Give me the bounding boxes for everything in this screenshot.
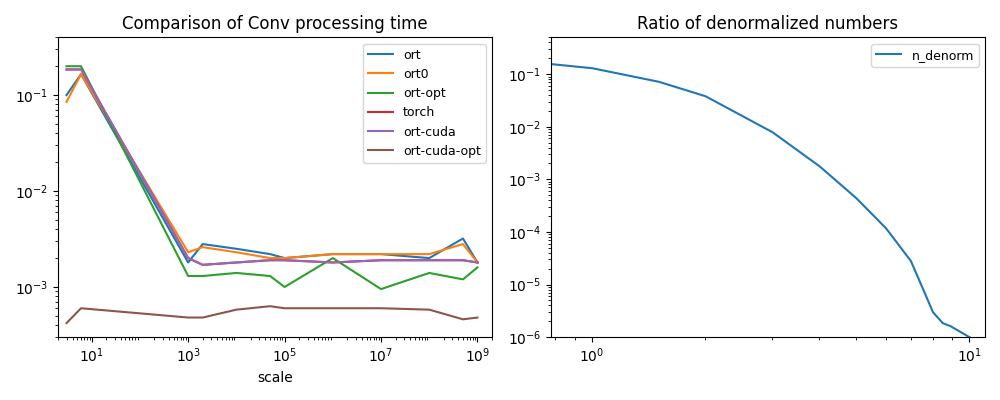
Line: torch: torch <box>67 70 477 265</box>
torch <box>61 67 73 72</box>
torch <box>423 258 435 263</box>
ort <box>182 260 194 265</box>
n_denorm <box>963 335 975 340</box>
ort0 <box>182 250 194 255</box>
ort <box>375 252 387 256</box>
ort <box>471 260 483 265</box>
n_denorm <box>545 62 557 66</box>
ort-cuda <box>279 258 291 263</box>
ort-cuda <box>264 258 276 263</box>
ort-cuda <box>75 67 87 72</box>
ort0 <box>279 256 291 260</box>
ort-opt <box>375 287 387 292</box>
ort-opt <box>75 64 87 69</box>
ort-cuda <box>375 258 387 263</box>
ort-cuda-opt <box>75 306 87 311</box>
ort-opt <box>197 274 209 278</box>
torch <box>457 258 469 263</box>
ort <box>61 93 73 98</box>
n_denorm <box>832 180 844 185</box>
ort-cuda-opt <box>327 306 339 311</box>
ort0 <box>61 100 73 104</box>
ort <box>264 252 276 256</box>
ort-cuda-opt <box>182 315 194 320</box>
Legend: ort, ort0, ort-opt, torch, ort-cuda, ort-cuda-opt: ort, ort0, ort-opt, torch, ort-cuda, ort… <box>363 44 486 163</box>
ort0 <box>264 256 276 260</box>
Line: ort0: ort0 <box>67 74 477 262</box>
ort-cuda-opt <box>197 315 209 320</box>
n_denorm <box>879 224 891 229</box>
torch <box>279 258 291 263</box>
ort-cuda <box>327 260 339 265</box>
torch <box>375 258 387 263</box>
ort0 <box>457 242 469 246</box>
ort-cuda-opt <box>279 306 291 311</box>
Line: ort-cuda-opt: ort-cuda-opt <box>67 306 477 323</box>
ort-opt <box>327 256 339 260</box>
ort <box>279 256 291 260</box>
n_denorm <box>588 66 600 71</box>
torch <box>75 67 87 72</box>
ort0 <box>197 245 209 250</box>
n_denorm <box>714 102 726 106</box>
ort-opt <box>61 64 73 69</box>
n_denorm <box>729 110 741 115</box>
ort-cuda-opt <box>264 304 276 309</box>
ort-cuda <box>230 260 242 265</box>
ort-cuda <box>182 256 194 260</box>
ort-opt <box>264 274 276 278</box>
ort-cuda-opt <box>61 321 73 326</box>
ort-cuda-opt <box>471 315 483 320</box>
ort-cuda <box>471 260 483 265</box>
Line: ort-cuda: ort-cuda <box>67 70 477 265</box>
ort-cuda <box>197 262 209 267</box>
ort-cuda <box>61 67 73 72</box>
torch <box>182 256 194 260</box>
ort0 <box>375 252 387 256</box>
ort-opt <box>457 277 469 282</box>
Line: n_denorm: n_denorm <box>551 64 969 337</box>
ort <box>423 256 435 260</box>
ort0 <box>471 260 483 265</box>
torch <box>471 260 483 265</box>
ort-cuda-opt <box>457 317 469 322</box>
ort0 <box>423 252 435 256</box>
Title: Comparison of Conv processing time: Comparison of Conv processing time <box>122 15 428 33</box>
ort-opt <box>182 274 194 278</box>
ort0 <box>327 252 339 256</box>
ort-cuda-opt <box>423 307 435 312</box>
torch <box>264 258 276 263</box>
ort-opt <box>279 284 291 289</box>
ort0 <box>230 250 242 255</box>
ort <box>230 246 242 251</box>
ort-cuda <box>457 258 469 263</box>
ort-opt <box>471 265 483 270</box>
torch <box>197 262 209 267</box>
ort <box>327 252 339 256</box>
ort <box>197 242 209 246</box>
n_denorm <box>871 217 883 222</box>
Legend: n_denorm: n_denorm <box>871 44 979 66</box>
ort-cuda <box>423 258 435 263</box>
Line: ort: ort <box>67 74 477 262</box>
ort-opt <box>423 270 435 275</box>
ort-cuda-opt <box>230 307 242 312</box>
torch <box>327 260 339 265</box>
ort0 <box>75 72 87 77</box>
Title: Ratio of denormalized numbers: Ratio of denormalized numbers <box>637 15 899 33</box>
ort-cuda-opt <box>375 306 387 311</box>
ort <box>75 72 87 77</box>
X-axis label: scale: scale <box>257 371 293 385</box>
torch <box>230 260 242 265</box>
ort-opt <box>230 270 242 275</box>
ort <box>457 236 469 241</box>
Line: ort-opt: ort-opt <box>67 66 477 289</box>
